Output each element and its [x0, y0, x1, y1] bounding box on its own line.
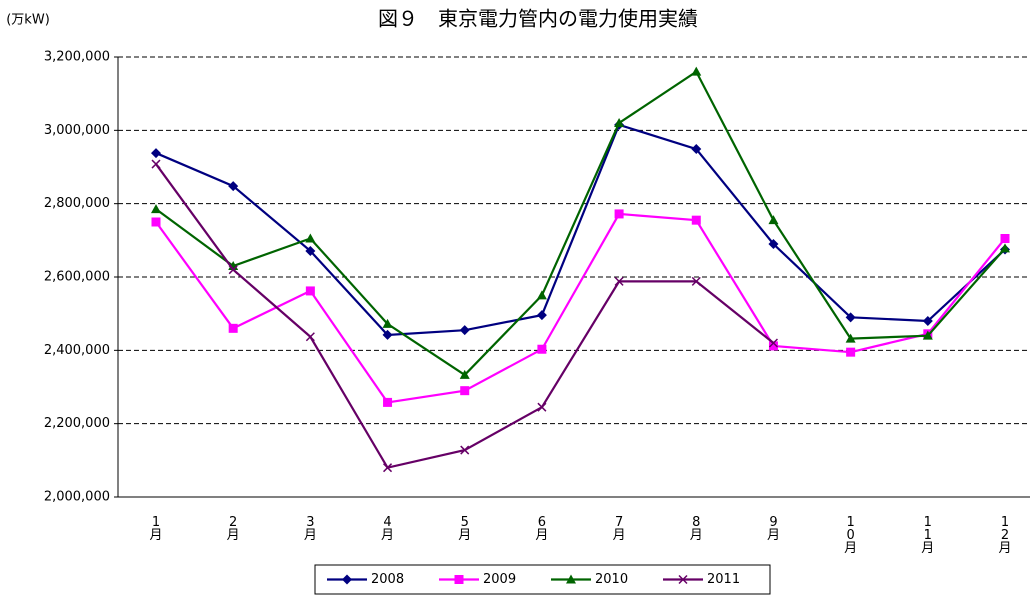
y-tick-label: 2,400,000 [44, 343, 110, 358]
marker [382, 329, 393, 340]
y-tick-label: 2,000,000 [44, 490, 110, 505]
marker [537, 402, 547, 412]
chart-title: 図９ 東京電力管内の電力使用実績 [378, 7, 698, 31]
marker [454, 575, 464, 584]
marker [922, 330, 933, 340]
marker [691, 215, 701, 225]
marker [459, 369, 470, 379]
marker [342, 574, 352, 585]
marker [691, 276, 701, 286]
marker [768, 341, 778, 351]
marker [459, 325, 470, 336]
marker [768, 239, 779, 249]
marker [768, 338, 778, 348]
marker [566, 574, 576, 584]
marker [383, 463, 393, 473]
marker [305, 286, 315, 296]
legend-label: 2009 [483, 572, 516, 587]
legend-label: 2010 [595, 572, 628, 587]
y-tick-label: 2,600,000 [44, 270, 110, 285]
marker [228, 323, 238, 333]
marker [1000, 243, 1010, 253]
marker [691, 144, 702, 155]
y-tick-label: 2,200,000 [44, 416, 110, 431]
y-axis-label: (万kW) [6, 13, 50, 28]
marker [151, 148, 161, 159]
series-line [155, 212, 1006, 404]
marker [845, 312, 856, 323]
marker [151, 159, 161, 169]
series-line [155, 70, 1006, 377]
marker [614, 276, 624, 286]
series-line [155, 163, 775, 469]
marker [151, 217, 161, 227]
marker [460, 386, 470, 396]
marker [305, 332, 315, 342]
marker [536, 290, 547, 300]
series-line [155, 123, 1006, 337]
marker [922, 316, 933, 326]
marker [383, 397, 393, 407]
marker [460, 445, 470, 455]
marker [1000, 234, 1010, 243]
marker [678, 574, 688, 585]
marker [768, 215, 779, 225]
y-tick-label: 3,200,000 [44, 50, 110, 65]
legend-label: 2008 [371, 572, 404, 587]
legend-label: 2011 [707, 572, 740, 587]
marker [536, 310, 547, 321]
marker [151, 204, 161, 214]
y-tick-label: 2,800,000 [44, 196, 110, 211]
marker [614, 118, 625, 127]
marker [228, 181, 239, 192]
marker [305, 233, 316, 243]
marker [228, 265, 238, 275]
marker [614, 209, 624, 219]
marker [845, 333, 856, 343]
marker [691, 66, 702, 76]
marker [382, 318, 393, 328]
marker [846, 347, 856, 357]
marker [305, 245, 316, 256]
marker [537, 344, 547, 354]
y-tick-label: 3,000,000 [44, 123, 110, 138]
